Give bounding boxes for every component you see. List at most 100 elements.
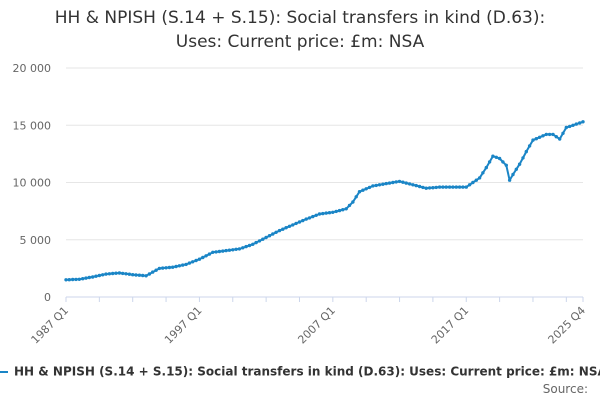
data-point[interactable] [541,134,545,138]
data-point[interactable] [454,185,458,189]
data-point[interactable] [464,185,468,189]
data-point[interactable] [507,178,512,182]
data-point[interactable] [111,271,115,276]
data-point[interactable] [287,224,292,228]
data-point[interactable] [484,165,488,170]
data-point[interactable] [558,137,562,141]
data-point[interactable] [117,271,122,275]
data-point[interactable] [171,265,175,269]
data-point[interactable] [197,257,202,261]
data-point[interactable] [564,125,568,130]
data-point[interactable] [471,180,475,185]
data-point[interactable] [284,226,288,230]
data-point[interactable] [554,135,558,139]
data-point[interactable] [474,178,478,182]
data-point[interactable] [431,186,435,190]
data-point[interactable] [364,187,368,191]
data-point[interactable] [447,185,452,189]
data-point[interactable] [321,211,325,216]
data-point[interactable] [251,242,255,246]
data-point[interactable] [497,156,502,161]
data-point[interactable] [204,254,208,258]
data-point[interactable] [154,268,158,272]
data-point[interactable] [131,273,135,277]
data-point[interactable] [194,258,198,263]
data-point[interactable] [231,248,235,252]
data-point[interactable] [407,182,412,186]
data-point[interactable] [214,250,218,254]
data-point[interactable] [221,249,225,253]
data-point[interactable] [568,124,572,129]
data-point[interactable] [574,122,578,126]
data-point[interactable] [527,144,532,148]
data-point[interactable] [217,249,222,254]
data-point[interactable] [164,266,168,270]
data-point[interactable] [101,273,105,277]
data-point[interactable] [301,218,305,223]
data-point[interactable] [337,208,342,213]
data-point[interactable] [114,271,118,275]
data-point[interactable] [371,184,375,188]
data-point[interactable] [311,214,315,219]
data-point[interactable] [324,211,328,215]
data-point[interactable] [514,167,518,171]
data-point[interactable] [544,132,548,137]
data-point[interactable] [524,149,528,154]
data-point[interactable] [94,274,98,278]
data-point[interactable] [504,163,508,167]
data-point[interactable] [531,138,535,142]
data-point[interactable] [397,179,402,184]
data-point[interactable] [211,250,215,254]
data-point[interactable] [134,273,138,277]
legend[interactable]: HH & NPISH (S.14 + S.15): Social transfe… [0,364,600,382]
data-point[interactable] [107,272,112,276]
data-point[interactable] [304,217,308,221]
data-point[interactable] [127,272,132,276]
data-point[interactable] [521,156,525,160]
data-point[interactable] [391,180,395,185]
data-point[interactable] [264,235,268,240]
data-point[interactable] [537,135,542,139]
data-point[interactable] [121,271,125,276]
data-point[interactable] [274,230,278,234]
data-point[interactable] [367,185,372,190]
data-point[interactable] [331,210,335,214]
data-point[interactable] [74,277,78,282]
data-point[interactable] [361,188,365,192]
data-point[interactable] [461,185,465,189]
data-point[interactable] [377,183,382,187]
data-point[interactable] [71,277,75,282]
data-point[interactable] [147,272,152,276]
data-point[interactable] [511,172,515,177]
data-point[interactable] [84,276,88,280]
data-point[interactable] [487,160,492,164]
data-point[interactable] [207,252,212,256]
data-point[interactable] [77,277,82,281]
data-point[interactable] [374,183,378,188]
data-point[interactable] [247,243,252,248]
data-point[interactable] [357,190,362,194]
data-point[interactable] [451,185,455,189]
data-point[interactable] [174,264,178,269]
data-point[interactable] [151,270,155,274]
data-point[interactable] [177,264,182,268]
data-point[interactable] [411,183,415,187]
data-point[interactable] [381,182,385,186]
data-point[interactable] [404,181,408,185]
data-point[interactable] [561,131,565,135]
data-point[interactable] [267,234,272,238]
data-point[interactable] [384,181,388,186]
data-point[interactable] [394,180,398,184]
data-point[interactable] [104,272,108,276]
data-point[interactable] [414,183,418,188]
data-point[interactable] [181,263,185,267]
data-point[interactable] [254,240,258,245]
data-point[interactable] [491,154,495,158]
data-point[interactable] [187,261,192,265]
data-point[interactable] [494,155,498,159]
data-point[interactable] [137,273,142,277]
data-point[interactable] [401,180,405,184]
data-point[interactable] [87,275,92,280]
data-point[interactable] [277,228,282,233]
data-point[interactable] [547,132,552,137]
